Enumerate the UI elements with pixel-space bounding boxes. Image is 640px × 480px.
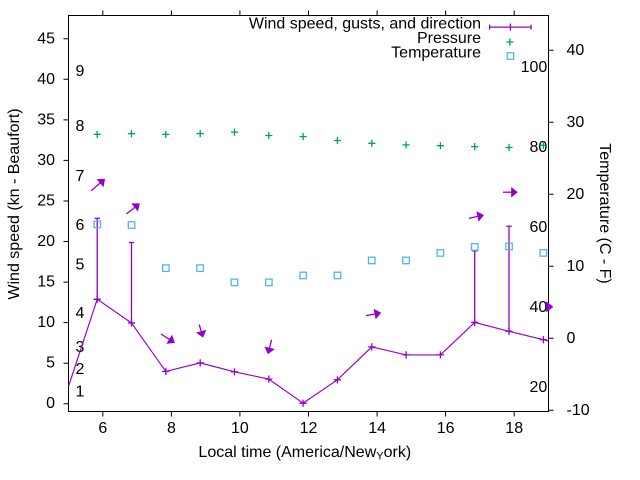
svg-text:4: 4 — [76, 305, 85, 322]
svg-text:60: 60 — [530, 219, 548, 236]
svg-text:Wind speed (kn - Beaufort): Wind speed (kn - Beaufort) — [6, 108, 23, 299]
svg-text:10: 10 — [567, 258, 585, 275]
svg-text:5: 5 — [76, 256, 85, 273]
svg-text:10: 10 — [37, 314, 55, 331]
svg-text:0: 0 — [46, 395, 55, 412]
svg-text:5: 5 — [46, 355, 55, 372]
svg-text:Local time (America/NewYork): Local time (America/NewYork) — [198, 444, 411, 463]
svg-text:3: 3 — [76, 339, 85, 356]
svg-text:Temperature: Temperature — [391, 44, 481, 61]
svg-text:35: 35 — [37, 111, 55, 128]
svg-text:100: 100 — [521, 59, 548, 76]
svg-text:45: 45 — [37, 30, 55, 47]
svg-text:30: 30 — [37, 152, 55, 169]
svg-text:1: 1 — [76, 384, 85, 401]
svg-text:25: 25 — [37, 193, 55, 210]
svg-text:2: 2 — [76, 361, 85, 378]
svg-text:30: 30 — [567, 114, 585, 131]
svg-text:14: 14 — [368, 420, 386, 437]
svg-text:-10: -10 — [567, 402, 590, 419]
svg-text:8: 8 — [167, 420, 176, 437]
svg-text:6: 6 — [98, 420, 107, 437]
svg-text:6: 6 — [76, 217, 85, 234]
svg-text:18: 18 — [505, 420, 523, 437]
svg-text:40: 40 — [37, 71, 55, 88]
svg-text:16: 16 — [437, 420, 455, 437]
svg-text:Wind speed, gusts, and directi: Wind speed, gusts, and direction — [249, 16, 481, 33]
svg-text:20: 20 — [530, 379, 548, 396]
svg-text:40: 40 — [530, 299, 548, 316]
svg-text:Temperature (C - F): Temperature (C - F) — [596, 143, 613, 283]
svg-text:8: 8 — [76, 118, 85, 135]
svg-text:20: 20 — [567, 186, 585, 203]
svg-text:9: 9 — [76, 63, 85, 80]
svg-text:15: 15 — [37, 274, 55, 291]
svg-text:80: 80 — [530, 139, 548, 156]
svg-text:Pressure: Pressure — [417, 30, 481, 47]
svg-text:0: 0 — [567, 330, 576, 347]
svg-text:20: 20 — [37, 233, 55, 250]
svg-text:12: 12 — [300, 420, 318, 437]
svg-text:40: 40 — [567, 42, 585, 59]
svg-text:7: 7 — [76, 168, 85, 185]
svg-text:10: 10 — [231, 420, 249, 437]
